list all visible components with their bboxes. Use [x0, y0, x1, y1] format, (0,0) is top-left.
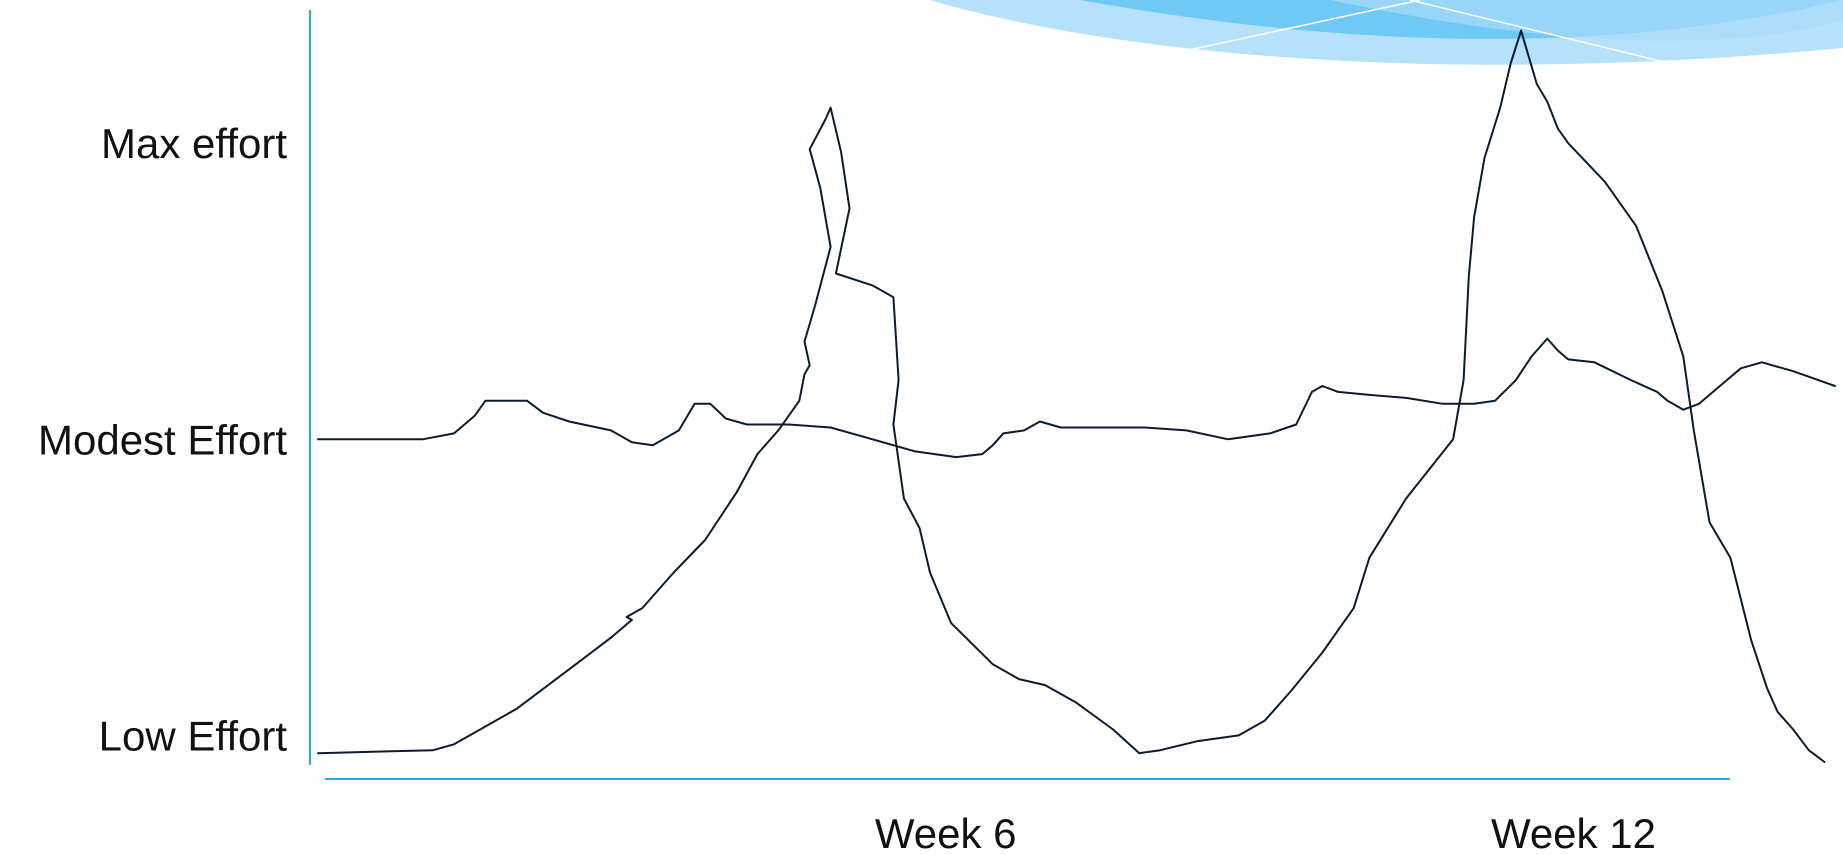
- y-tick-labels: Low Effort Modest Effort Max effort: [38, 120, 287, 759]
- series-lines: [317, 29, 1836, 763]
- y-tick-label: Low Effort: [99, 712, 288, 759]
- x-tick-label: Week 6: [875, 810, 1017, 855]
- x-tick-labels: Week 6 Week 12: [875, 810, 1656, 855]
- x-tick-label: Week 12: [1491, 810, 1656, 855]
- banner-streak-1: [1179, 0, 1421, 53]
- series-line-1: [317, 337, 1836, 459]
- banner-wave-highlight: [1330, 0, 1843, 41]
- decorative-banner: [930, 0, 1843, 79]
- series-line-2: [317, 29, 1826, 763]
- banner-streak-2: [1409, 0, 1731, 79]
- y-tick-label: Max effort: [101, 120, 287, 167]
- y-tick-label: Modest Effort: [38, 416, 287, 463]
